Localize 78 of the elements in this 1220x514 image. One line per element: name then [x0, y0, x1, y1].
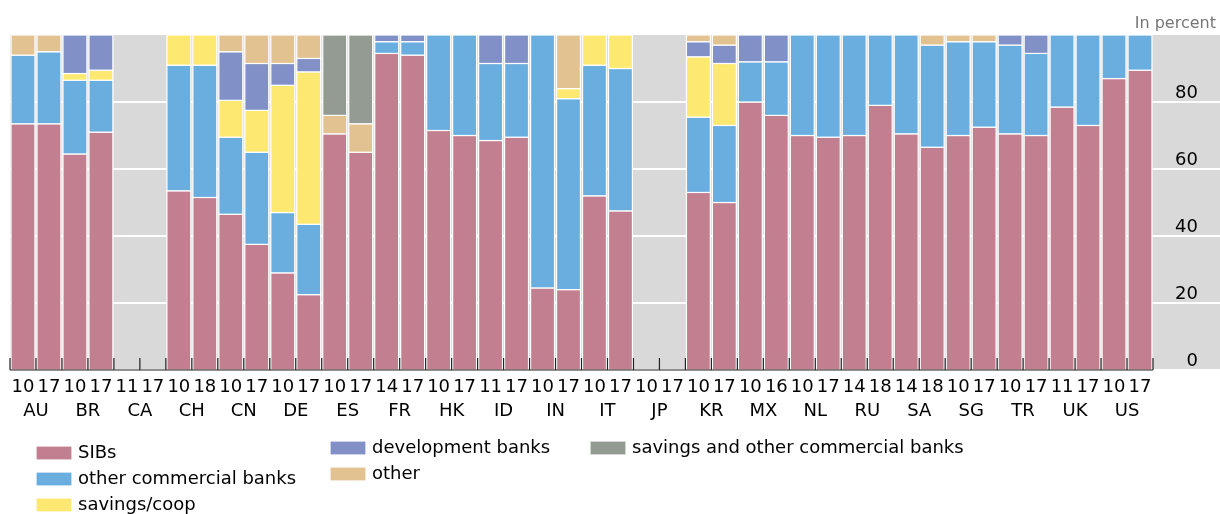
x-tick-label: 10	[790, 375, 814, 396]
text: CH	[178, 399, 205, 420]
x-tick-label: 11	[479, 375, 503, 396]
x-tick-label: 17	[141, 375, 165, 396]
x-tick-label: 17	[349, 375, 373, 396]
legend-label: SIBs	[78, 441, 117, 462]
x-tick-label: 17	[505, 375, 529, 396]
x-tick-label: 10	[634, 375, 658, 396]
x-tick-label: 10	[998, 375, 1022, 396]
text: RU	[854, 399, 881, 420]
text: HK	[438, 399, 466, 420]
x-tick-label: 10	[167, 375, 191, 396]
x-tick-label: 17	[453, 375, 477, 396]
text: US	[1114, 399, 1140, 420]
x-tick-label: 17	[972, 375, 996, 396]
x-tick-label: 10	[946, 375, 970, 396]
y-tick-label: 0	[1186, 349, 1198, 370]
x-tick-label: 17	[660, 375, 684, 396]
x-tick-label: 17	[297, 375, 321, 396]
x-tick-label: 17	[401, 375, 425, 396]
x-tick-label: 14	[842, 375, 866, 396]
x-tick-label: 10	[11, 375, 35, 396]
text: CN	[230, 399, 257, 420]
legend-label: other commercial banks	[78, 467, 297, 488]
y-tick-label: 20	[1175, 282, 1198, 303]
x-tick-label: 18	[920, 375, 944, 396]
text: IT	[599, 399, 617, 420]
text: SG	[958, 399, 984, 420]
y-tick-label: 40	[1175, 215, 1198, 236]
x-tick-label: 17	[37, 375, 61, 396]
y-tick-label: 80	[1175, 81, 1198, 102]
text: UK	[1062, 399, 1089, 420]
x-tick-label: 17	[245, 375, 269, 396]
legend-label: development banks	[372, 436, 551, 457]
x-tick-label: 10	[531, 375, 554, 396]
x-tick-label: 10	[738, 375, 762, 396]
x-tick-label: 17	[609, 375, 632, 396]
x-tick-label: 10	[219, 375, 243, 396]
text: TR	[1010, 399, 1035, 420]
legend-label: savings/coop	[78, 493, 196, 514]
x-tick-label: 17	[712, 375, 736, 396]
text: IN	[546, 399, 565, 420]
x-tick-label: 18	[868, 375, 892, 396]
text: DE	[283, 399, 309, 420]
text: ID	[493, 399, 514, 420]
text: MX	[749, 399, 778, 420]
x-tick-label: 14	[894, 375, 918, 396]
x-tick-label: 10	[323, 375, 347, 396]
x-tick-label: 11	[1050, 375, 1074, 396]
x-tick-label: 18	[193, 375, 217, 396]
x-tick-label: 10	[63, 375, 87, 396]
x-tick-label: 17	[1128, 375, 1152, 396]
x-tick-label: 10	[271, 375, 295, 396]
y-tick-label: 60	[1175, 148, 1198, 169]
text: FR	[388, 399, 412, 420]
x-tick-label: 14	[375, 375, 399, 396]
text: ES	[336, 399, 360, 420]
x-tick-label: 17	[1024, 375, 1048, 396]
x-tick-label: 11	[115, 375, 139, 396]
x-tick-label: 17	[557, 375, 580, 396]
x-tick-label: 10	[1102, 375, 1126, 396]
legend-label: savings and other commercial banks	[632, 436, 964, 457]
x-tick-label: 10	[686, 375, 710, 396]
text: BR	[75, 399, 101, 420]
text: KR	[699, 399, 724, 420]
x-tick-label: 17	[816, 375, 840, 396]
text: AU	[23, 399, 49, 420]
text: NL	[803, 399, 828, 420]
text: JP	[650, 399, 668, 420]
x-tick-label: 10	[427, 375, 451, 396]
x-tick-label: 17	[1076, 375, 1100, 396]
text: SA	[907, 399, 932, 420]
legend-label: other	[372, 462, 421, 483]
x-tick-label: 10	[583, 375, 606, 396]
x-tick-label: 16	[764, 375, 788, 396]
x-tick-label: 17	[89, 375, 113, 396]
y-axis-title: In percent	[1134, 13, 1216, 32]
text: CA	[127, 399, 154, 420]
